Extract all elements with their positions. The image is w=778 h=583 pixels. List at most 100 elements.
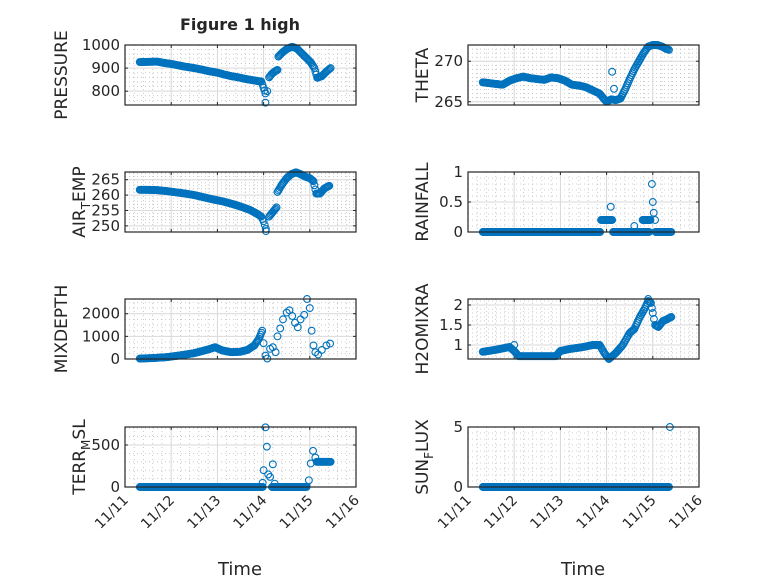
data-point [268,460,277,469]
data-point [651,216,660,224]
data-point [647,304,656,312]
label-part: LUX [413,419,433,452]
y-tick-label: 1 [453,336,463,354]
label-part: EMP [70,166,90,202]
label-part: SL [70,419,90,440]
axes-box [467,298,700,360]
data-point [667,313,676,321]
data-point [288,312,297,320]
y-axis-label: TERRMSL [70,419,93,496]
data-series [478,295,676,363]
data-point [324,65,333,74]
y-tick-label: 260 [91,186,120,204]
y-tick-label: 0 [110,350,120,368]
data-point [300,310,309,319]
data-point [263,87,272,96]
data-point [273,332,282,341]
subplot-terr-msl: 11/11 11/12 11/13 11/14 11/15 11/16 0 500TERRMS… [70,419,363,533]
subplot-pressure: 800 900 1000 PRESSURE [52,30,357,120]
label-part: SUN [413,459,433,495]
y-tick-label: 1000 [82,327,120,345]
y-tick-label: 500 [91,436,120,454]
data-point [649,208,658,217]
axes-background [125,427,356,487]
x-tick-label: 11/15 [277,493,317,533]
subplot-rainfall: 0 0.5 1 RAINFALL [413,162,700,242]
x-tick-label: 11/15 [620,493,660,533]
axes-box [124,426,357,488]
axes-background [468,45,699,105]
data-point [606,202,615,211]
data-point [326,64,335,73]
subplot-h2omixra: 1 1.5 2 H2OMIXRA [413,283,700,375]
data-point [305,304,314,313]
label-part: TERR [70,450,90,496]
axes-background [125,172,356,232]
y-axis-label: THETA [413,47,433,103]
x-tick-label: 11/11 [92,493,132,533]
data-point [271,348,280,357]
y-tick-label: 0 [453,478,463,496]
data-point [317,345,326,354]
x-tick-label: 11/14 [574,492,614,532]
y-axis-label: RAINFALL [413,162,433,242]
data-point [322,341,331,350]
data-point [272,203,281,212]
label-subscript: T [79,201,93,210]
y-tick-label: 0.5 [439,193,463,211]
data-point [259,466,268,475]
y-tick-label: 255 [91,201,120,219]
y-tick-label: 800 [91,82,120,100]
data-point [325,64,334,73]
y-tick-label: 250 [91,217,120,235]
y-axis-label: MIXDEPTH [52,285,72,374]
x-axis-label-left: Time [217,559,262,580]
y-axis-label: SUNFLUX [413,419,436,495]
data-point [647,299,655,307]
y-tick-label: 1000 [82,36,120,54]
x-axis-label-right: Time [560,559,605,580]
y-tick-label: 1 [453,163,463,181]
data-point [307,326,316,335]
data-point [647,180,656,188]
data-point [270,205,279,214]
y-tick-label: 0 [110,478,120,496]
data-point [311,453,320,462]
axes-box [467,426,700,488]
data-point [610,84,618,93]
y-tick-label: 2000 [82,305,120,323]
data-point [258,478,267,487]
data-point [326,339,335,348]
data-point [648,309,657,317]
data-point [646,216,655,224]
y-tick-label: 265 [434,93,463,111]
y-axis-label: H2OMIXRA [413,283,433,374]
data-point [260,221,269,230]
x-tick-label: 11/11 [435,493,475,533]
x-tick-label: 11/14 [231,492,271,532]
subplot-mixdepth: 0 1000 2000 MIXDEPTH [52,285,357,374]
data-point [261,98,270,107]
data-point [306,459,315,468]
data-point [273,65,282,74]
y-tick-label: 265 [91,171,120,189]
y-tick-label: 5 [453,418,463,436]
y-tick-label: 2 [453,296,463,314]
label-part: AIR [70,209,90,238]
data-point [648,198,657,206]
axes-box [124,44,357,106]
data-point [309,62,318,71]
data-point [266,472,275,481]
data-series [478,41,673,106]
y-axis-label: PRESSURE [52,30,72,119]
x-tick-label: 11/12 [481,493,521,533]
data-point [308,176,317,185]
data-point [276,324,285,333]
data-point [325,181,334,190]
data-series [135,295,335,363]
data-point [310,181,319,190]
axes-box [124,298,357,360]
y-axis-label: AIRTEMP [70,166,93,237]
data-point [262,442,271,451]
